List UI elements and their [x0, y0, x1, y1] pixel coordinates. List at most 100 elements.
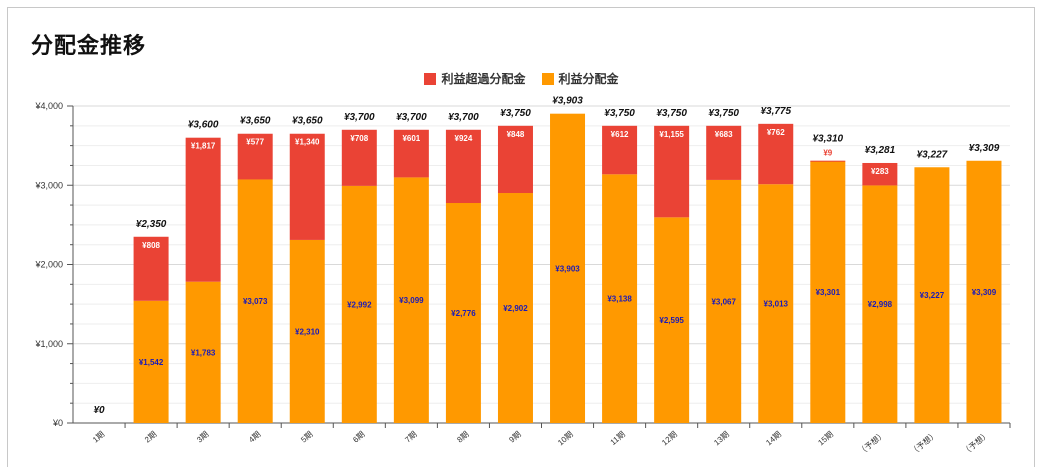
bar-excess-distribution[interactable]: [445, 129, 481, 204]
x-tick-label: 13期: [712, 430, 731, 448]
bar-profit-distribution[interactable]: [602, 174, 638, 423]
x-tick-label: 1期: [91, 430, 106, 445]
data-label-excess: ¥1,340: [295, 138, 320, 147]
data-label-profit: ¥3,903: [555, 264, 580, 273]
data-label-excess: ¥283: [871, 167, 889, 176]
bar-profit-distribution[interactable]: [341, 185, 377, 423]
data-label-profit: ¥2,776: [451, 309, 476, 318]
y-tick-label: ¥3,000: [34, 180, 63, 190]
data-label-excess: ¥9: [823, 149, 832, 158]
x-tick-label: 4期: [247, 430, 262, 445]
data-label-excess: ¥708: [350, 134, 368, 143]
data-label-total: ¥3,309: [969, 143, 1000, 154]
data-label-excess: ¥762: [767, 128, 785, 137]
y-tick-label: ¥1,000: [34, 339, 63, 349]
x-tick-label: 3期: [195, 430, 210, 445]
bar-excess-distribution[interactable]: [862, 162, 898, 186]
data-label-total: ¥3,310: [813, 134, 844, 145]
data-label-total: ¥3,750: [656, 108, 687, 119]
data-label-excess: ¥848: [507, 130, 525, 139]
bar-excess-distribution[interactable]: [497, 125, 533, 194]
bar-profit-distribution[interactable]: [758, 184, 794, 423]
data-label-total: ¥0: [93, 405, 105, 416]
data-label-total: ¥3,903: [552, 96, 583, 107]
data-label-profit: ¥2,310: [295, 327, 320, 336]
bar-profit-distribution[interactable]: [497, 193, 533, 423]
x-tick-label: 12期: [660, 430, 679, 448]
bar-profit-distribution[interactable]: [706, 179, 742, 423]
x-tick-label: 15期: [816, 430, 835, 448]
data-label-profit: ¥2,595: [659, 316, 684, 325]
data-label-total: ¥3,600: [188, 120, 219, 131]
data-label-profit: ¥3,301: [816, 288, 841, 297]
bar-excess-distribution[interactable]: [810, 160, 846, 162]
data-label-profit: ¥3,067: [711, 297, 736, 306]
x-tick-label: 9期: [507, 430, 522, 445]
bar-profit-distribution[interactable]: [185, 281, 221, 423]
data-label-profit: ¥1,542: [139, 358, 164, 367]
x-tick-label: （予想）: [908, 429, 939, 457]
bar-profit-distribution[interactable]: [654, 217, 690, 423]
data-label-excess: ¥808: [142, 241, 160, 250]
bar-excess-distribution[interactable]: [602, 125, 638, 175]
data-label-total: ¥2,350: [136, 219, 167, 230]
data-label-profit: ¥3,227: [920, 291, 945, 300]
x-tick-label: 10期: [556, 430, 575, 448]
data-label-profit: ¥3,073: [243, 297, 268, 306]
legend-item-excess[interactable]: 利益超過分配金: [424, 70, 526, 87]
bar-excess-distribution[interactable]: [654, 125, 690, 218]
data-label-profit: ¥2,902: [503, 304, 528, 313]
data-label-total: ¥3,775: [760, 106, 791, 117]
bar-excess-distribution[interactable]: [133, 236, 169, 301]
y-tick-label: ¥0: [52, 418, 63, 428]
bar-excess-distribution[interactable]: [237, 133, 273, 180]
data-label-total: ¥3,281: [865, 145, 896, 156]
x-tick-label: 14期: [764, 430, 783, 448]
legend-swatch-excess: [424, 72, 437, 85]
legend-item-profit[interactable]: 利益分配金: [541, 70, 619, 87]
chart-legend: 利益超過分配金 利益分配金: [0, 70, 1043, 87]
data-label-total: ¥3,750: [708, 108, 739, 119]
y-tick-label: ¥4,000: [34, 101, 63, 111]
data-label-total: ¥3,650: [240, 116, 271, 127]
bar-profit-distribution[interactable]: [133, 300, 169, 423]
bar-profit-distribution[interactable]: [550, 113, 586, 423]
bar-excess-distribution[interactable]: [185, 137, 221, 282]
legend-label-excess: 利益超過分配金: [441, 72, 526, 86]
x-tick-label: 6期: [351, 430, 366, 445]
data-label-profit: ¥3,138: [607, 295, 632, 304]
data-label-total: ¥3,227: [917, 149, 948, 160]
y-tick-label: ¥2,000: [34, 260, 63, 270]
bar-profit-distribution[interactable]: [914, 167, 950, 423]
data-label-excess: ¥1,155: [659, 130, 684, 139]
bar-excess-distribution[interactable]: [758, 123, 794, 185]
data-label-profit: ¥2,998: [868, 300, 893, 309]
bar-profit-distribution[interactable]: [810, 161, 846, 423]
bar-profit-distribution[interactable]: [289, 239, 325, 423]
bar-excess-distribution[interactable]: [289, 133, 325, 240]
x-tick-label: （予想）: [856, 429, 887, 457]
bar-profit-distribution[interactable]: [445, 203, 481, 423]
data-label-profit: ¥2,992: [347, 300, 372, 309]
x-tick-label: 5期: [299, 430, 314, 445]
legend-label-profit: 利益分配金: [558, 72, 619, 86]
bar-profit-distribution[interactable]: [237, 179, 273, 423]
page-title: 分配金推移: [31, 33, 147, 58]
data-label-excess: ¥1,817: [191, 142, 216, 151]
x-tick-label: 11期: [609, 430, 627, 447]
bar-excess-distribution[interactable]: [706, 125, 742, 180]
bar-excess-distribution[interactable]: [341, 129, 377, 186]
data-label-excess: ¥683: [715, 130, 733, 139]
legend-swatch-profit: [541, 72, 554, 85]
bar-profit-distribution[interactable]: [966, 160, 1002, 423]
x-tick-label: （予想）: [960, 429, 991, 457]
data-label-total: ¥3,750: [604, 108, 635, 119]
x-tick-label: 7期: [403, 430, 418, 445]
bar-excess-distribution[interactable]: [393, 129, 429, 178]
data-label-total: ¥3,750: [500, 108, 531, 119]
bar-profit-distribution[interactable]: [862, 185, 898, 423]
bar-profit-distribution[interactable]: [393, 177, 429, 423]
data-label-profit: ¥3,013: [764, 300, 789, 309]
data-label-excess: ¥612: [611, 130, 629, 139]
